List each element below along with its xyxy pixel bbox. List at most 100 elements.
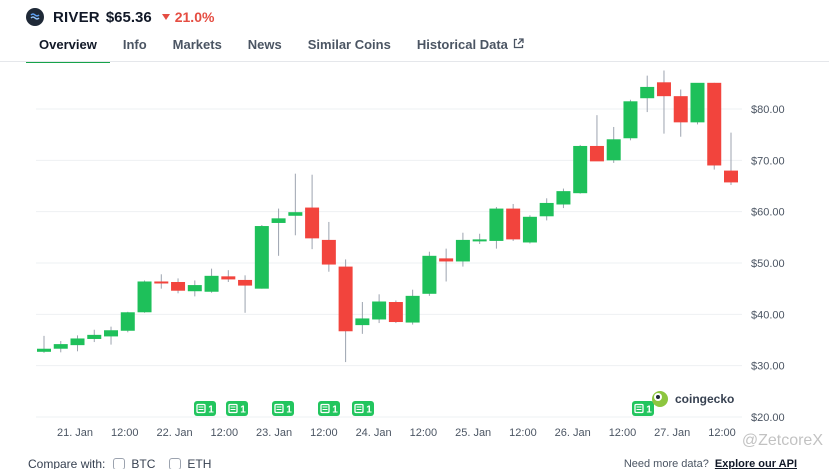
candle-up[interactable] (472, 239, 487, 242)
tab-news-label: News (247, 37, 282, 52)
y-tick-label: $60.00 (751, 207, 785, 219)
news-icon (320, 403, 330, 414)
x-tick-label: 22. Jan (156, 427, 192, 439)
news-icon (354, 403, 364, 414)
candle-up[interactable] (372, 301, 387, 320)
candle-down[interactable] (388, 302, 403, 323)
price-chart[interactable]: $20.00 $30.00 $40.00 $50.00 $60.00 $70.00 $80.… (0, 62, 829, 452)
api-promo: Need more data? Explore our API (624, 458, 797, 469)
down-triangle-icon (161, 14, 170, 20)
candle-down[interactable] (305, 207, 320, 239)
candle-up[interactable] (137, 281, 152, 313)
candle-down[interactable] (439, 258, 454, 262)
candle-up[interactable] (187, 285, 202, 292)
candle-up[interactable] (489, 208, 504, 241)
candle-up[interactable] (573, 145, 588, 194)
x-tick-label: 12:00 (609, 427, 637, 439)
candle-down[interactable] (221, 276, 236, 280)
x-tick-label: 25. Jan (455, 427, 491, 439)
tab-bar: Overview Info Markets News Similar Coins… (26, 34, 537, 63)
eth-label: ETH (187, 457, 212, 469)
y-tick-label: $50.00 (751, 258, 785, 270)
candle-up[interactable] (690, 82, 705, 123)
candle-up[interactable] (556, 191, 571, 205)
news-icon (228, 403, 238, 414)
candle-up[interactable] (606, 139, 621, 161)
candle-up[interactable] (37, 348, 51, 352)
candle-up[interactable] (623, 101, 638, 139)
tab-markets[interactable]: Markets (160, 34, 235, 62)
tab-similar-coins-label: Similar Coins (307, 37, 391, 52)
river-logo-icon (26, 8, 44, 26)
tab-info[interactable]: Info (110, 34, 160, 62)
tab-divider (0, 61, 829, 62)
tab-historical-data[interactable]: Historical Data (404, 34, 537, 62)
candle-down[interactable] (724, 170, 738, 183)
coin-symbol: RIVER (53, 8, 100, 26)
candle-up[interactable] (87, 334, 102, 339)
candle-up[interactable] (271, 218, 286, 223)
candle-up[interactable] (53, 344, 68, 349)
compare-bar: Compare with: BTC ETH (28, 457, 225, 469)
y-tick-label: $20.00 (751, 412, 785, 424)
candle-up[interactable] (120, 312, 135, 331)
need-more-text: Need more data? (623, 458, 709, 469)
news-icon (634, 403, 644, 414)
candle-down[interactable] (238, 279, 253, 286)
candle-down[interactable] (338, 266, 353, 332)
news-icon (274, 403, 284, 414)
tab-info-label: Info (122, 37, 147, 52)
news-count: 1 (332, 405, 338, 416)
candle-up[interactable] (539, 202, 554, 217)
x-tick-label: 12:00 (410, 427, 438, 439)
compare-btc[interactable]: BTC (113, 457, 155, 469)
price-change: 21.0% (161, 9, 215, 25)
x-tick-label: 24. Jan (356, 427, 392, 439)
x-tick-label: 12:00 (509, 427, 537, 439)
x-tick-label: 12:00 (211, 427, 239, 439)
tab-news[interactable]: News (235, 34, 295, 62)
x-tick-label: 26. Jan (555, 427, 591, 439)
price-change-value: 21.0% (174, 9, 215, 25)
news-count: 1 (286, 405, 292, 416)
candle-down[interactable] (171, 281, 186, 291)
x-tick-label: 23. Jan (256, 427, 292, 439)
y-tick-label: $70.00 (751, 155, 785, 167)
x-tick-label: 12:00 (310, 427, 338, 439)
y-tick-label: $80.00 (751, 104, 785, 116)
candle-up[interactable] (522, 216, 537, 243)
candle-down[interactable] (673, 96, 688, 123)
candle-down[interactable] (321, 239, 336, 265)
x-tick-label: 12:00 (111, 427, 139, 439)
candle-up[interactable] (422, 255, 437, 294)
tab-historical-data-label: Historical Data (416, 37, 508, 52)
candle-up[interactable] (104, 330, 119, 337)
candle-up[interactable] (355, 318, 370, 326)
candle-down[interactable] (656, 82, 671, 97)
eth-checkbox[interactable] (169, 458, 182, 469)
tab-similar-coins[interactable]: Similar Coins (295, 34, 404, 62)
x-tick-label: 21. Jan (57, 427, 93, 439)
candle-up[interactable] (70, 338, 85, 346)
candle-up[interactable] (455, 239, 470, 262)
external-link-icon (513, 38, 524, 49)
explore-api-link[interactable]: Explore our API (714, 458, 797, 469)
y-tick-label: $40.00 (751, 309, 785, 321)
coingecko-logo-pupil (656, 395, 660, 399)
news-icon (196, 403, 206, 414)
x-tick-label: 27. Jan (654, 427, 690, 439)
btc-checkbox[interactable] (113, 458, 126, 469)
news-count: 1 (208, 405, 214, 416)
candle-up[interactable] (640, 86, 655, 99)
candle-down[interactable] (707, 82, 722, 166)
candle-down[interactable] (506, 208, 521, 240)
tab-overview[interactable]: Overview (26, 34, 110, 63)
compare-eth[interactable]: ETH (169, 457, 211, 469)
candle-up[interactable] (405, 295, 420, 323)
coin-header: RIVER $65.36 21.0% (26, 6, 214, 28)
candle-down[interactable] (154, 281, 169, 284)
candle-up[interactable] (204, 275, 219, 292)
candle-down[interactable] (589, 145, 604, 162)
candle-up[interactable] (254, 226, 269, 289)
candle-up[interactable] (288, 212, 303, 216)
